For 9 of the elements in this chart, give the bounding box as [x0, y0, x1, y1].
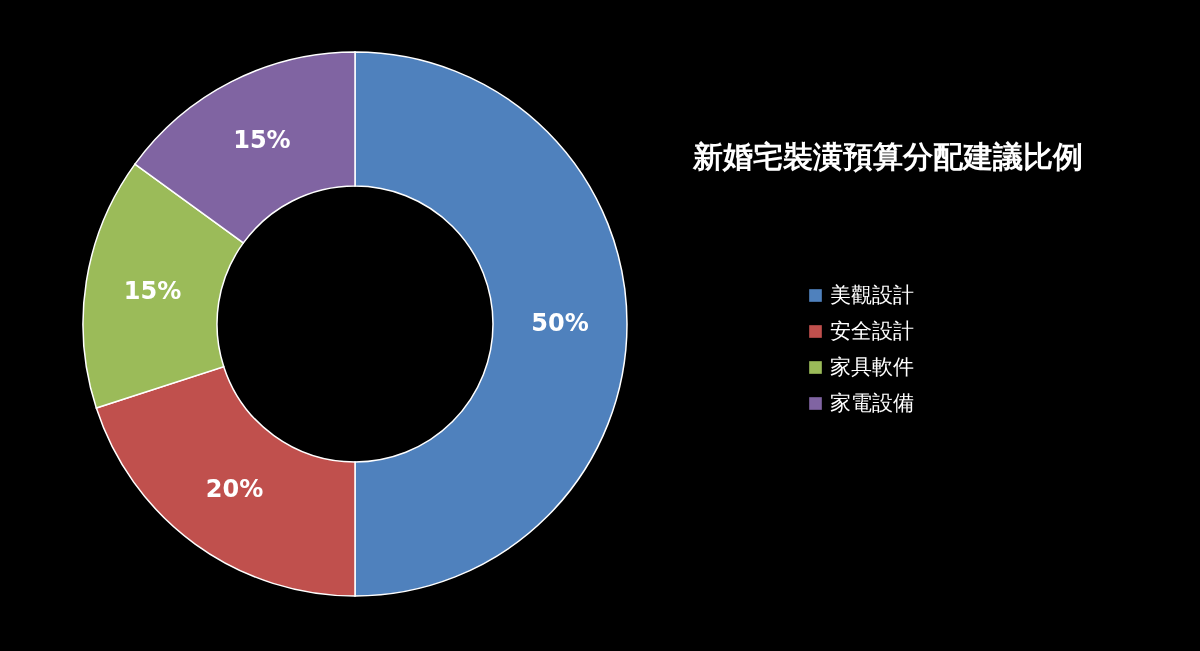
- legend-label: 安全設計: [830, 318, 914, 343]
- text: 新婚宅裝潢預算分配建議比例: [692, 139, 1083, 174]
- legend-label: 家具軟件: [830, 354, 914, 379]
- legend-label: 美觀設計: [830, 282, 914, 307]
- data-label: 20%: [205, 474, 264, 503]
- data-label: 15%: [233, 126, 291, 155]
- data-label: 15%: [123, 276, 182, 305]
- legend-label: 家電設備: [830, 390, 914, 415]
- data-label: 50%: [531, 309, 589, 337]
